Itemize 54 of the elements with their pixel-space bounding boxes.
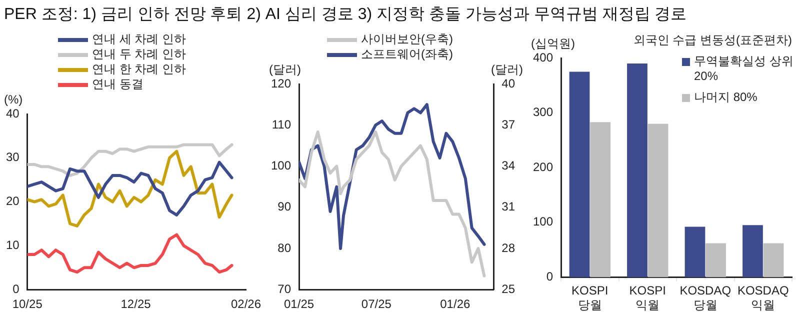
y-tick-label: 40	[6, 106, 20, 120]
y2-tick-label: 34	[502, 158, 516, 173]
y2-tick-label: 40	[502, 76, 516, 90]
y-tick-label: 300	[532, 105, 554, 120]
y-tick-label: 120	[270, 76, 292, 90]
bar	[648, 124, 668, 278]
x-tick-label: KOSPI 당월	[572, 284, 608, 312]
y2-axis-title: (달러)	[491, 62, 523, 76]
x-tick-label: 10/25	[12, 297, 43, 312]
y-tick-label: 110	[272, 117, 292, 132]
x-tick-label: 02/26	[230, 297, 262, 312]
bar	[706, 243, 726, 278]
legend-label: 연내 세 차례 인하	[92, 32, 186, 47]
y2-tick-label: 31	[502, 200, 516, 214]
chart-title: 외국인 수급 변동성(표준편차)	[633, 32, 792, 49]
y-tick-label: 100	[270, 158, 292, 173]
x-tick-label: KOSPI 익월	[629, 284, 666, 312]
legend-label: 무역불확실성 상위 20%	[694, 54, 794, 84]
y-tick-label: 20	[6, 194, 20, 208]
y-tick-label: 200	[532, 160, 554, 174]
x-tick-label: KOSDAQ 익월	[737, 284, 789, 312]
y-tick-label: 30	[6, 150, 20, 164]
x-tick-label: KOSDAQ 당월	[680, 284, 732, 312]
legend-label: 연내 한 차례 인하	[92, 62, 186, 77]
bar	[627, 63, 648, 278]
text: PER 조정: 1) 금리 인하 전망 후퇴 2) AI 심리 경로 3) 지정학 충돌 가능성과 무역규범 재정립 경로	[4, 5, 687, 25]
y-tick-label: 90	[278, 200, 292, 214]
bar	[742, 225, 763, 278]
legend-label: 사이버보안(우축)	[361, 32, 453, 47]
legend-label: 연내 두 차례 인하	[92, 47, 186, 62]
y-tick-label: 10	[6, 238, 20, 252]
bar	[763, 243, 784, 278]
x-tick-label: 01/25	[284, 297, 314, 312]
x-tick-label: 01/26	[440, 297, 470, 312]
y-tick-label: 100	[532, 214, 554, 229]
y-axis-title: (%)	[4, 92, 23, 106]
y2-tick-label: 25	[502, 282, 516, 296]
bar	[569, 72, 590, 278]
y-tick-label: 0	[12, 282, 20, 296]
y2-tick-label: 28	[502, 240, 516, 255]
x-tick-label: 07/25	[361, 297, 392, 312]
y-axis-title: (십억원)	[531, 36, 575, 50]
legend-label: 연내 동결	[92, 77, 144, 92]
y-tick-label: 70	[278, 282, 292, 296]
y-tick-label: 400	[532, 50, 554, 64]
legend-label: 나머지 80%	[694, 90, 758, 105]
x-tick-label: 12/25	[120, 297, 152, 312]
y-tick-label: 80	[278, 240, 292, 255]
y-tick-label: 0	[546, 270, 554, 284]
y2-tick-label: 37	[502, 117, 516, 132]
y-axis-title: (달러)	[269, 62, 301, 76]
bar	[590, 122, 610, 278]
legend-label: 소프트웨어(좌축)	[361, 47, 453, 62]
bar	[684, 226, 706, 278]
